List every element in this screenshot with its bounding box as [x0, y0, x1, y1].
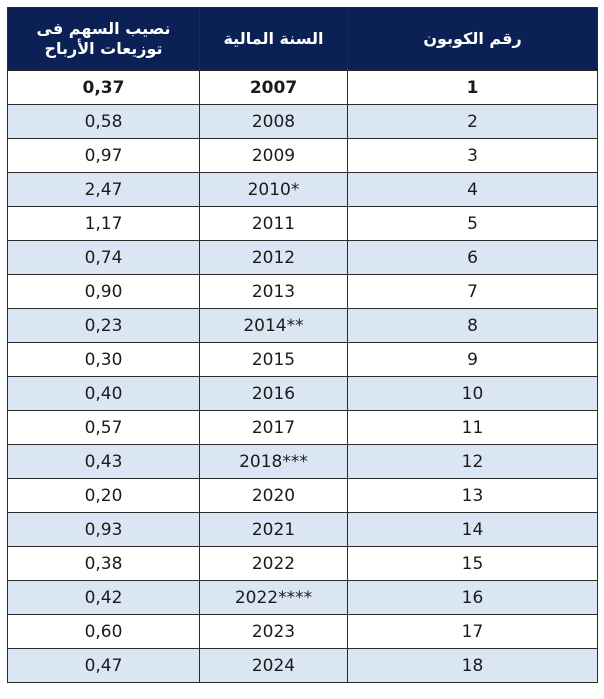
table-row: 0,90 2013 7: [7, 274, 598, 309]
table-row: 0,38 2022 15: [7, 546, 598, 581]
table-row: 0,58 2008 2: [7, 104, 598, 139]
share-cell: 0,93: [7, 512, 200, 547]
table-row: 0,30 2015 9: [7, 342, 598, 377]
coupon-cell: 11: [347, 410, 598, 445]
year-cell: 2022****: [199, 580, 348, 615]
header-year-label: السنة المالية: [223, 29, 324, 48]
coupon-cell: 18: [347, 648, 598, 683]
coupon-cell: 9: [347, 342, 598, 377]
table-row: 0,20 2020 13: [7, 478, 598, 513]
coupon-cell: 5: [347, 206, 598, 241]
share-cell: 0,30: [7, 342, 200, 377]
coupon-cell: 10: [347, 376, 598, 411]
header-fiscal-year: السنة المالية: [199, 7, 348, 71]
coupon-cell: 12: [347, 444, 598, 479]
coupon-cell: 4: [347, 172, 598, 207]
year-cell: 2011: [199, 206, 348, 241]
table-row: 0,43 2018*** 12: [7, 444, 598, 479]
year-cell: 2012: [199, 240, 348, 275]
year-cell: 2018***: [199, 444, 348, 479]
year-cell: 2008: [199, 104, 348, 139]
coupon-cell: 7: [347, 274, 598, 309]
share-cell: 0,74: [7, 240, 200, 275]
coupon-cell: 16: [347, 580, 598, 615]
year-cell: 2017: [199, 410, 348, 445]
share-cell: 0,57: [7, 410, 200, 445]
year-cell: 2023: [199, 614, 348, 649]
coupon-cell: 6: [347, 240, 598, 275]
share-cell: 0,47: [7, 648, 200, 683]
coupon-cell: 3: [347, 138, 598, 173]
year-cell: 2009: [199, 138, 348, 173]
share-cell: 0,43: [7, 444, 200, 479]
coupon-cell: 14: [347, 512, 598, 547]
table-row: 0,40 2016 10: [7, 376, 598, 411]
table-row: 0,57 2017 11: [7, 410, 598, 445]
year-cell: 2015: [199, 342, 348, 377]
header-row: نصيب السهم فى توزيعات الأرباح السنة الما…: [7, 7, 598, 71]
header-share-per-stock: نصيب السهم فى توزيعات الأرباح: [7, 7, 200, 71]
table-row: 0,97 2009 3: [7, 138, 598, 173]
share-cell: 0,40: [7, 376, 200, 411]
share-cell: 0,58: [7, 104, 200, 139]
share-cell: 0,60: [7, 614, 200, 649]
share-cell: 0,90: [7, 274, 200, 309]
share-cell: 2,47: [7, 172, 200, 207]
header-coupon-number: رقم الكوبون: [347, 7, 598, 71]
table-row: 0,23 2014** 8: [7, 308, 598, 343]
year-cell: 2021: [199, 512, 348, 547]
table-row: 0,47 2024 18: [7, 648, 598, 683]
year-cell: 2020: [199, 478, 348, 513]
table-row: 0,42 2022**** 16: [7, 580, 598, 615]
share-cell: 0,37: [7, 70, 200, 105]
dividend-coupons-table: نصيب السهم فى توزيعات الأرباح السنة الما…: [7, 7, 598, 683]
year-cell: 2013: [199, 274, 348, 309]
coupon-cell: 2: [347, 104, 598, 139]
year-cell: 2007: [199, 70, 348, 105]
table-row: 0,74 2012 6: [7, 240, 598, 275]
year-cell: 2016: [199, 376, 348, 411]
share-cell: 0,97: [7, 138, 200, 173]
year-cell: 2022: [199, 546, 348, 581]
year-cell: 2024: [199, 648, 348, 683]
share-cell: 0,42: [7, 580, 200, 615]
table-row: 2,47 2010* 4: [7, 172, 598, 207]
share-cell: 0,20: [7, 478, 200, 513]
coupon-cell: 1: [347, 70, 598, 105]
table-row: 0,60 2023 17: [7, 614, 598, 649]
share-cell: 0,23: [7, 308, 200, 343]
coupon-cell: 15: [347, 546, 598, 581]
year-cell: 2010*: [199, 172, 348, 207]
header-share-label: نصيب السهم فى توزيعات الأرباح: [36, 19, 171, 58]
year-cell: 2014**: [199, 308, 348, 343]
table-row: 0,37 2007 1: [7, 70, 598, 105]
coupon-cell: 17: [347, 614, 598, 649]
coupon-cell: 13: [347, 478, 598, 513]
table-row: 1,17 2011 5: [7, 206, 598, 241]
table-row: 0,93 2021 14: [7, 512, 598, 547]
coupon-cell: 8: [347, 308, 598, 343]
header-coupon-label: رقم الكوبون: [423, 29, 522, 48]
share-cell: 0,38: [7, 546, 200, 581]
share-cell: 1,17: [7, 206, 200, 241]
